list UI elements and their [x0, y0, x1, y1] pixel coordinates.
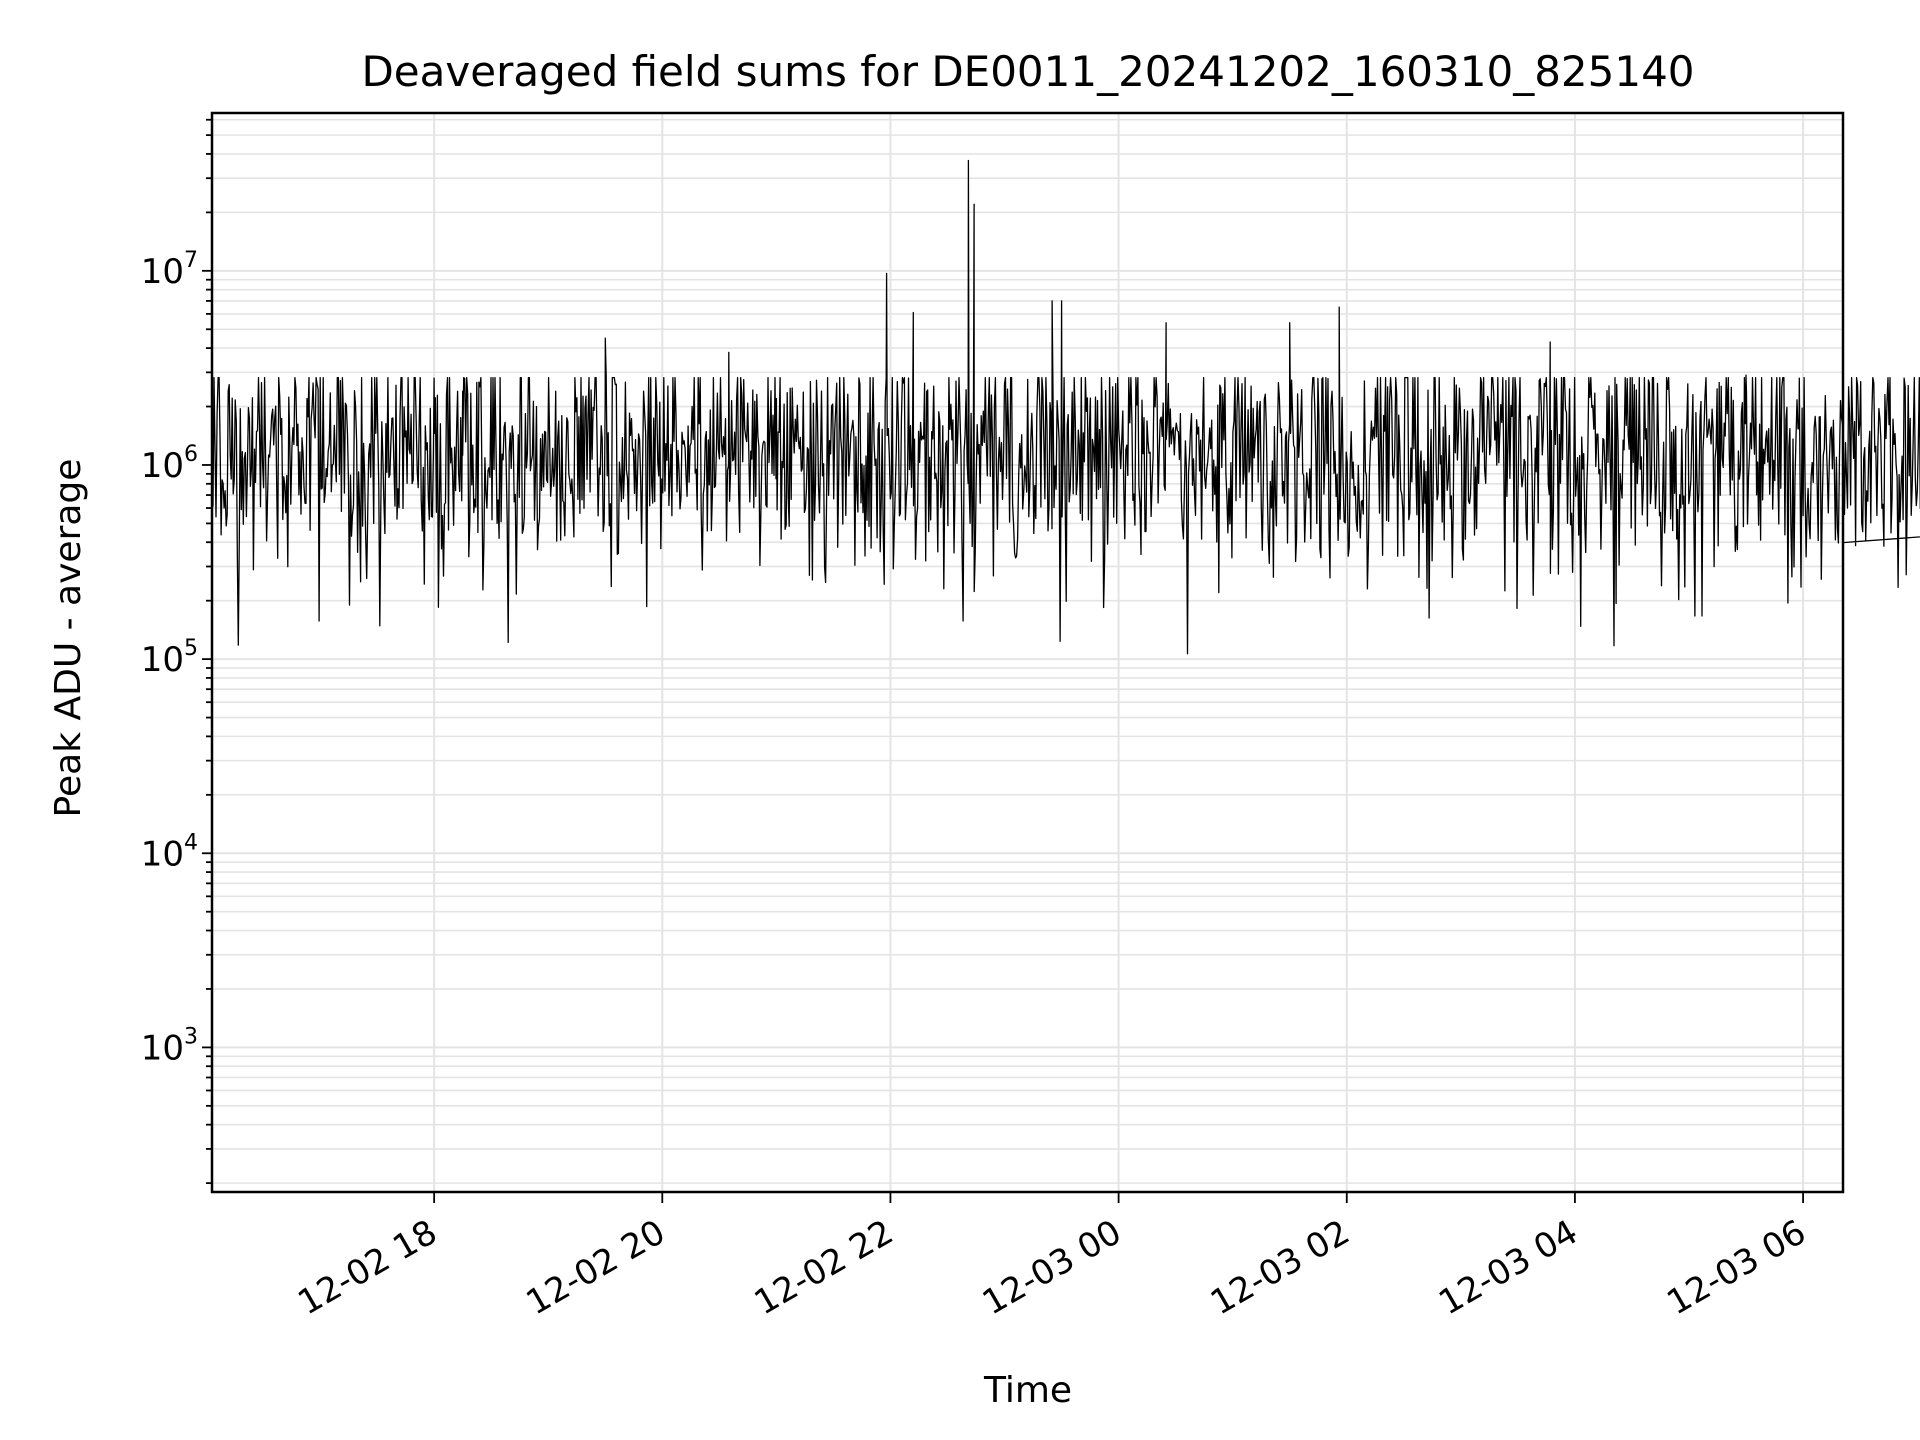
y-axis-label: Peak ADU - average — [48, 459, 89, 818]
series-line-peak-adu — [211, 159, 1920, 1136]
y-tick-label: 104 — [141, 830, 198, 874]
x-tick-label: 12-03 00 — [976, 1212, 1128, 1323]
x-axis-label: Time — [983, 1370, 1072, 1411]
y-tick-label: 105 — [141, 636, 198, 680]
y-tick-label: 107 — [141, 248, 198, 292]
grid — [212, 113, 1843, 1192]
x-tick-label: 12-03 02 — [1204, 1212, 1356, 1323]
x-tick-label: 12-02 20 — [520, 1212, 672, 1323]
chart-title: Deaveraged field sums for DE0011_2024120… — [361, 47, 1694, 96]
x-tick-label: 12-03 04 — [1432, 1212, 1584, 1323]
y-tick-label: 106 — [141, 442, 198, 486]
x-tick-label: 12-02 18 — [291, 1212, 443, 1323]
x-tick-label: 12-03 06 — [1660, 1212, 1812, 1323]
plot-frame — [210, 111, 1845, 1194]
x-tick-label: 12-02 22 — [748, 1212, 900, 1323]
y-tick-label: 103 — [141, 1024, 198, 1068]
